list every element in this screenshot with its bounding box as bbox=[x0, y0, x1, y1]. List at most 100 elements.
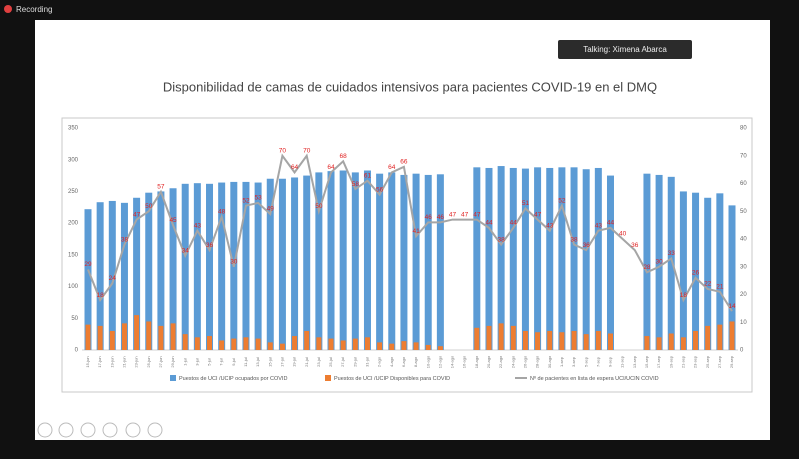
x-tick-label: 27-sep bbox=[717, 355, 722, 368]
bar bbox=[169, 188, 177, 350]
bar bbox=[498, 323, 504, 350]
bar bbox=[278, 178, 286, 350]
bar bbox=[182, 334, 188, 350]
bar bbox=[85, 324, 91, 350]
bar bbox=[522, 330, 528, 350]
bar bbox=[389, 343, 395, 350]
data-label: 41 bbox=[412, 228, 420, 235]
bar bbox=[328, 338, 334, 350]
x-tick-label: 19-sep bbox=[668, 355, 673, 368]
x-tick-label: 24-ago bbox=[510, 355, 515, 368]
control[interactable] bbox=[58, 422, 74, 438]
y-tick-label: 200 bbox=[68, 221, 79, 227]
bar bbox=[134, 315, 140, 350]
x-tick-label: 27-jun bbox=[158, 356, 163, 367]
data-label: 47 bbox=[133, 211, 141, 218]
data-label: 30 bbox=[230, 258, 238, 265]
control[interactable] bbox=[80, 422, 96, 438]
bar bbox=[351, 172, 359, 350]
data-label: 18 bbox=[97, 292, 105, 299]
x-tick-label: 23-jul bbox=[316, 357, 321, 367]
x-tick-label: 3-jul bbox=[194, 358, 199, 366]
bar bbox=[510, 325, 516, 350]
bar bbox=[680, 337, 686, 350]
data-label: 36 bbox=[631, 242, 639, 249]
bar bbox=[193, 183, 201, 350]
data-label: 22 bbox=[704, 281, 712, 288]
bar bbox=[292, 336, 298, 350]
x-tick-label: 29-jul bbox=[352, 357, 357, 367]
bar bbox=[109, 330, 115, 350]
bar bbox=[377, 342, 383, 350]
x-tick-label: 17-jun bbox=[97, 356, 102, 367]
bar bbox=[376, 173, 384, 350]
data-label: 46 bbox=[425, 214, 433, 221]
data-label: 64 bbox=[388, 164, 396, 171]
bar bbox=[231, 338, 237, 350]
bar bbox=[412, 173, 420, 350]
data-label: 56 bbox=[376, 186, 384, 193]
bar bbox=[547, 330, 553, 350]
bar bbox=[303, 175, 311, 350]
bar bbox=[692, 192, 700, 350]
chart-title: Disponibilidad de camas de cuidados inte… bbox=[163, 79, 657, 94]
bar bbox=[352, 338, 358, 350]
data-label: 70 bbox=[279, 147, 287, 154]
y-tick-label: 0 bbox=[75, 348, 79, 354]
data-label: 61 bbox=[364, 172, 372, 179]
y2-tick-label: 20 bbox=[740, 292, 747, 298]
y-tick-label: 50 bbox=[71, 316, 78, 322]
bar bbox=[401, 341, 407, 350]
y2-tick-label: 70 bbox=[740, 153, 747, 159]
control[interactable] bbox=[147, 422, 163, 438]
x-tick-label: 30-ago bbox=[547, 355, 552, 368]
bar bbox=[509, 167, 517, 350]
legend-swatch bbox=[325, 375, 331, 381]
data-label: 44 bbox=[510, 220, 518, 227]
x-tick-label: 29-jun bbox=[170, 356, 175, 367]
x-tick-label: 16-ago bbox=[462, 355, 467, 368]
x-tick-label: 27-jul bbox=[340, 357, 345, 367]
bar bbox=[327, 171, 335, 350]
data-label: 36 bbox=[583, 242, 591, 249]
x-tick-label: 29-sep bbox=[729, 355, 734, 368]
bar bbox=[424, 174, 432, 350]
control[interactable] bbox=[37, 422, 53, 438]
bar bbox=[97, 325, 103, 350]
bar bbox=[571, 330, 577, 350]
bar bbox=[364, 337, 370, 350]
bar bbox=[595, 330, 601, 350]
x-tick-label: 10-ago bbox=[425, 355, 430, 368]
bar bbox=[279, 343, 285, 350]
bar bbox=[473, 167, 481, 350]
control[interactable] bbox=[102, 422, 118, 438]
bar bbox=[340, 340, 346, 350]
data-label: 24 bbox=[109, 275, 117, 282]
data-label: 14 bbox=[728, 303, 736, 310]
bar bbox=[729, 321, 735, 350]
x-tick-label: 25-sep bbox=[705, 355, 710, 368]
speaker-label: Talking: Ximena Abarca bbox=[583, 45, 667, 54]
bar bbox=[243, 337, 249, 350]
bar bbox=[363, 170, 371, 350]
data-label: 36 bbox=[206, 242, 214, 249]
data-label: 68 bbox=[340, 153, 348, 160]
x-tick-label: 13-sep bbox=[632, 355, 637, 368]
x-tick-label: 31-jul bbox=[365, 357, 370, 367]
x-tick-label: 5-jul bbox=[207, 358, 212, 366]
bar bbox=[497, 166, 505, 350]
x-tick-label: 4-ago bbox=[389, 356, 394, 367]
data-label: 52 bbox=[558, 197, 566, 204]
bar bbox=[474, 327, 480, 350]
bar bbox=[120, 202, 128, 350]
control[interactable] bbox=[125, 422, 141, 438]
bar bbox=[559, 332, 565, 350]
x-tick-label: 5-sep bbox=[583, 356, 588, 367]
legend-label: Nº de pacientes en lista de espera UCI/U… bbox=[530, 375, 659, 382]
data-label: 44 bbox=[485, 220, 493, 227]
data-label: 57 bbox=[157, 184, 165, 191]
bar bbox=[705, 325, 711, 350]
data-label: 47 bbox=[461, 211, 469, 218]
y-tick-label: 100 bbox=[68, 284, 79, 290]
